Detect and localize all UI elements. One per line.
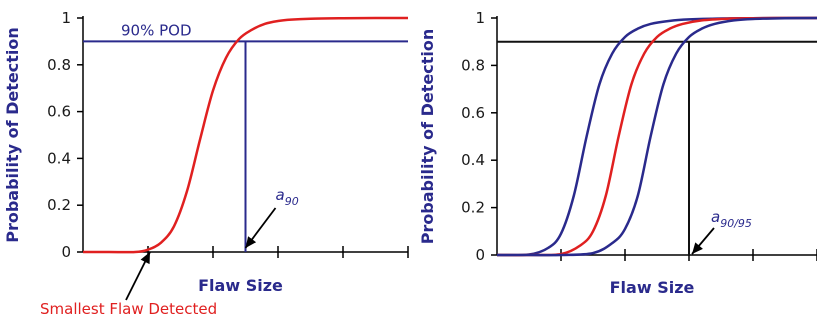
y-tick-label: 0 — [61, 243, 71, 261]
annotation-arrowhead — [692, 242, 703, 254]
pod-curve — [496, 16, 817, 257]
threshold-label: 90% POD — [121, 21, 192, 39]
y-axis-title: Probability of Detection — [3, 27, 22, 243]
y-tick-label: 0.6 — [47, 103, 71, 121]
critical-size-label: a90/95 — [711, 208, 752, 230]
y-tick-label: 0.8 — [461, 56, 485, 74]
y-tick-label: 0.6 — [461, 104, 485, 122]
pod-curve — [496, 16, 817, 257]
chart-panel-1: 0 0.2 0.4 0.6 0.8 1 90% POD Flaw Size Probabilit… — [3, 9, 409, 318]
pod-curve — [497, 16, 817, 257]
y-tick-label: 0.2 — [461, 199, 485, 217]
smallest-flaw-label: Smallest Flaw Detected — [40, 300, 217, 318]
annotation-arrowhead — [140, 252, 150, 265]
y-tick-label: 0.2 — [47, 196, 71, 214]
y-tick-label: 0.4 — [461, 151, 485, 169]
critical-size-label: a90 — [276, 186, 299, 208]
y-tick-label: 0.4 — [47, 149, 71, 167]
x-axis-title: Flaw Size — [610, 278, 695, 297]
y-tick-label: 0 — [475, 246, 485, 264]
y-tick-label: 1 — [61, 9, 71, 27]
chart-panel-2: 0 0.2 0.4 0.6 0.8 1 Flaw Size Probability of De… — [418, 9, 817, 297]
y-tick-label: 0.8 — [47, 56, 71, 74]
y-axis-title: Probability of Detection — [418, 29, 437, 245]
pod-curve — [83, 16, 409, 254]
y-tick-label: 1 — [475, 9, 485, 27]
annotation-arrowhead — [245, 236, 257, 248]
x-axis-title: Flaw Size — [198, 276, 283, 295]
